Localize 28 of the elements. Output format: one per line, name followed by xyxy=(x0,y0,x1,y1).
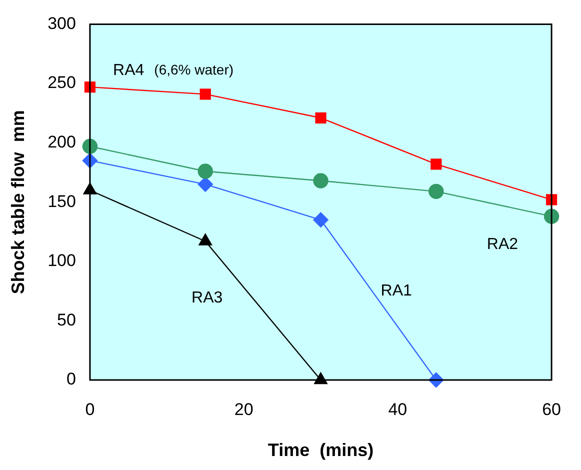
series-label: RA3 xyxy=(192,290,223,307)
y-axis-title: Shock table flow mm xyxy=(8,110,28,294)
point xyxy=(313,173,328,188)
point xyxy=(428,184,444,200)
point xyxy=(430,158,442,170)
point xyxy=(198,176,213,192)
point xyxy=(198,164,213,179)
point xyxy=(198,234,212,246)
point xyxy=(200,88,211,100)
series-label: RA1 xyxy=(380,282,412,300)
series-label: RA4 xyxy=(113,62,144,79)
x-tick-label: 60 xyxy=(542,400,562,419)
x-tick-label: 40 xyxy=(388,400,408,419)
point xyxy=(546,194,558,206)
y-tick-label: 150 xyxy=(48,192,76,211)
x-tick-label: 0 xyxy=(85,400,95,419)
y-tick-label: 100 xyxy=(48,251,76,270)
annotation: (6,6% water) xyxy=(154,61,234,78)
series-label: RA2 xyxy=(486,236,518,254)
point xyxy=(315,112,326,124)
point xyxy=(313,212,328,228)
y-tick-label: 200 xyxy=(48,132,76,152)
y-tick-label: 300 xyxy=(48,14,76,33)
x-tick-label: 20 xyxy=(234,400,254,419)
y-tick-label: 50 xyxy=(57,310,76,330)
y-tick-label: 0 xyxy=(66,370,76,389)
y-tick-label: 250 xyxy=(48,73,76,92)
x-axis-title: Time (mins) xyxy=(268,440,374,460)
